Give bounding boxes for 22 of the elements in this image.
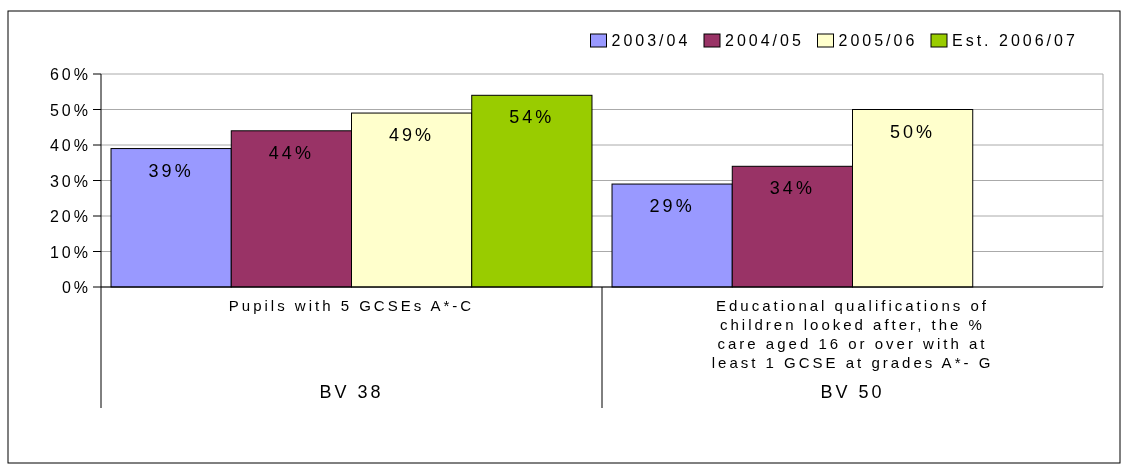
y-tick-label: 20% bbox=[49, 208, 91, 225]
data-label: 34% bbox=[769, 178, 815, 199]
legend-label: Est. 2006/07 bbox=[952, 32, 1078, 49]
text: BV 38 bbox=[319, 382, 384, 402]
legend-label: 2003/04 bbox=[611, 32, 691, 49]
y-tick-label: 10% bbox=[49, 243, 91, 261]
text: BV 50 bbox=[820, 382, 885, 402]
data-label: 44% bbox=[268, 142, 314, 163]
y-tick-label: 60% bbox=[49, 66, 91, 83]
x-tick-label: Educational qualifications of children looked after, the % care aged 16 or over with at least 1 GCSE at grades A*- G bbox=[711, 297, 994, 371]
data-label: 50% bbox=[890, 121, 936, 142]
legend-label: 2005/06 bbox=[838, 32, 918, 49]
legend-label: 2004/05 bbox=[725, 32, 804, 49]
data-label: 49% bbox=[389, 125, 435, 146]
y-tick-label: 0% bbox=[61, 279, 91, 296]
y-tick-label: 40% bbox=[49, 137, 91, 154]
data-label: 29% bbox=[649, 196, 695, 217]
data-label: 54% bbox=[509, 107, 555, 128]
y-tick-label: 50% bbox=[49, 101, 91, 119]
y-tick-label: 30% bbox=[49, 172, 91, 190]
x-tick-label: Pupils with 5 GCSEs A*-C bbox=[228, 297, 475, 314]
data-label: 39% bbox=[148, 160, 194, 181]
